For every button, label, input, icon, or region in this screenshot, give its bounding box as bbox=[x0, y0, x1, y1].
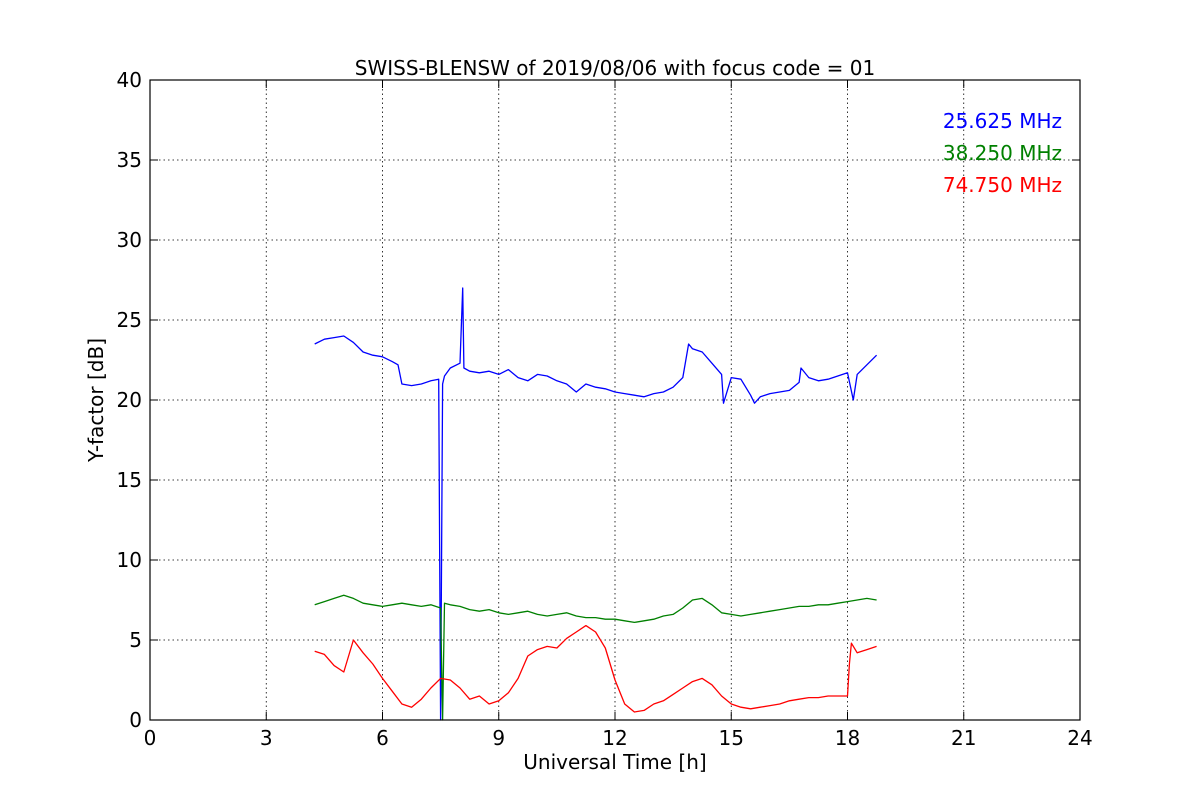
x-tick-label: 18 bbox=[835, 726, 860, 750]
x-tick-label: 0 bbox=[144, 726, 157, 750]
y-tick-label: 20 bbox=[117, 388, 142, 412]
legend-entry: 25.625 MHz bbox=[943, 109, 1062, 133]
y-axis-title: Y-factor [dB] bbox=[84, 338, 108, 463]
x-axis: 0 3 6 9 12 15 18 21 24 bbox=[144, 80, 1093, 750]
legend: 25.625 MHz 38.250 MHz 74.750 MHz bbox=[943, 109, 1062, 197]
x-tick-label: 9 bbox=[492, 726, 505, 750]
x-tick-label: 24 bbox=[1067, 726, 1092, 750]
legend-entry: 38.250 MHz bbox=[943, 141, 1062, 165]
series-line-3 bbox=[314, 624, 877, 713]
y-tick-label: 10 bbox=[117, 548, 142, 572]
chart-title: SWISS-BLENSW of 2019/08/06 with focus co… bbox=[355, 56, 876, 80]
y-tick-label: 40 bbox=[117, 68, 142, 92]
series-line-1 bbox=[314, 287, 878, 721]
y-tick-label: 0 bbox=[129, 708, 142, 732]
series-layer bbox=[314, 287, 878, 721]
y-tick-label: 5 bbox=[129, 628, 142, 652]
y-tick-label: 25 bbox=[117, 308, 142, 332]
series-line-2 bbox=[314, 594, 877, 721]
legend-entry: 74.750 MHz bbox=[943, 173, 1062, 197]
x-tick-label: 3 bbox=[260, 726, 273, 750]
y-tick-label: 35 bbox=[117, 148, 142, 172]
x-tick-label: 15 bbox=[719, 726, 744, 750]
grid bbox=[150, 80, 1080, 720]
x-tick-label: 6 bbox=[376, 726, 389, 750]
y-tick-label: 15 bbox=[117, 468, 142, 492]
x-tick-label: 12 bbox=[602, 726, 627, 750]
y-tick-label: 30 bbox=[117, 228, 142, 252]
y-axis: 0 5 10 15 20 25 30 35 40 bbox=[117, 68, 1080, 732]
x-tick-label: 21 bbox=[951, 726, 976, 750]
x-axis-title: Universal Time [h] bbox=[523, 750, 706, 774]
